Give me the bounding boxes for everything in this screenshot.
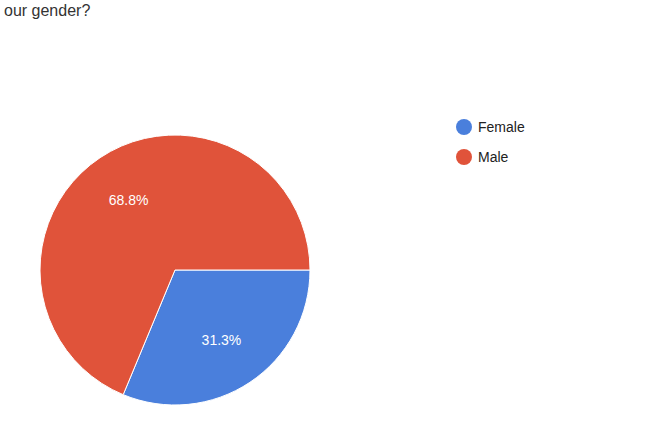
html-text:Male: Male [478, 149, 509, 165]
html-text:Female: Female [478, 119, 525, 135]
svg-text:31.3%: 31.3% [202, 332, 242, 348]
html-text:our gender?: our gender? [4, 2, 91, 19]
svg-text:68.8%: 68.8% [109, 192, 149, 208]
